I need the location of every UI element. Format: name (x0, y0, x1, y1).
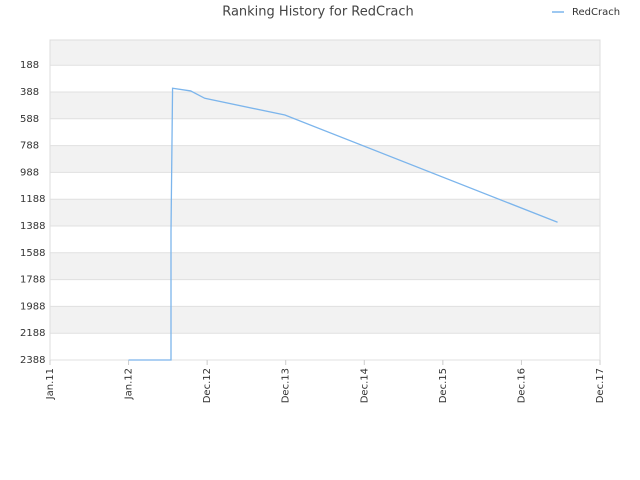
y-tick-label: 1388 (20, 221, 45, 232)
y-tick-label: 588 (20, 114, 39, 125)
band (50, 252, 600, 280)
y-tick-label: 1188 (20, 194, 45, 205)
band (50, 199, 600, 226)
y-tick-label: 388 (20, 87, 39, 98)
band (50, 91, 600, 119)
band (50, 306, 600, 334)
band (50, 40, 600, 66)
chart-title: Ranking History for RedCrach (222, 5, 414, 20)
x-tick-label: Jan.12 (124, 368, 135, 400)
y-tick-label: 1988 (20, 301, 45, 312)
x-tick-label: Dec.17 (595, 368, 606, 403)
y-tick-label: 1588 (20, 248, 45, 259)
band (50, 145, 600, 173)
x-tick-label: Dec.13 (281, 368, 292, 403)
y-tick-label: 188 (20, 60, 39, 71)
line (128, 87, 558, 361)
x-tick-label: Jan.11 (45, 368, 56, 400)
legend-label: RedCrach (572, 7, 620, 18)
y-tick-label: 788 (20, 141, 39, 152)
y-tick-label: 988 (20, 167, 39, 178)
x-tick-label: Dec.14 (359, 368, 370, 403)
y-tick-label: 2388 (20, 355, 45, 366)
y-tick-label: 2188 (20, 328, 45, 339)
x-tick-label: Dec.12 (202, 368, 213, 403)
x-tick-label: Dec.16 (516, 368, 527, 403)
x-tick-label: Dec.15 (438, 368, 449, 403)
y-tick-label: 1788 (20, 275, 45, 286)
